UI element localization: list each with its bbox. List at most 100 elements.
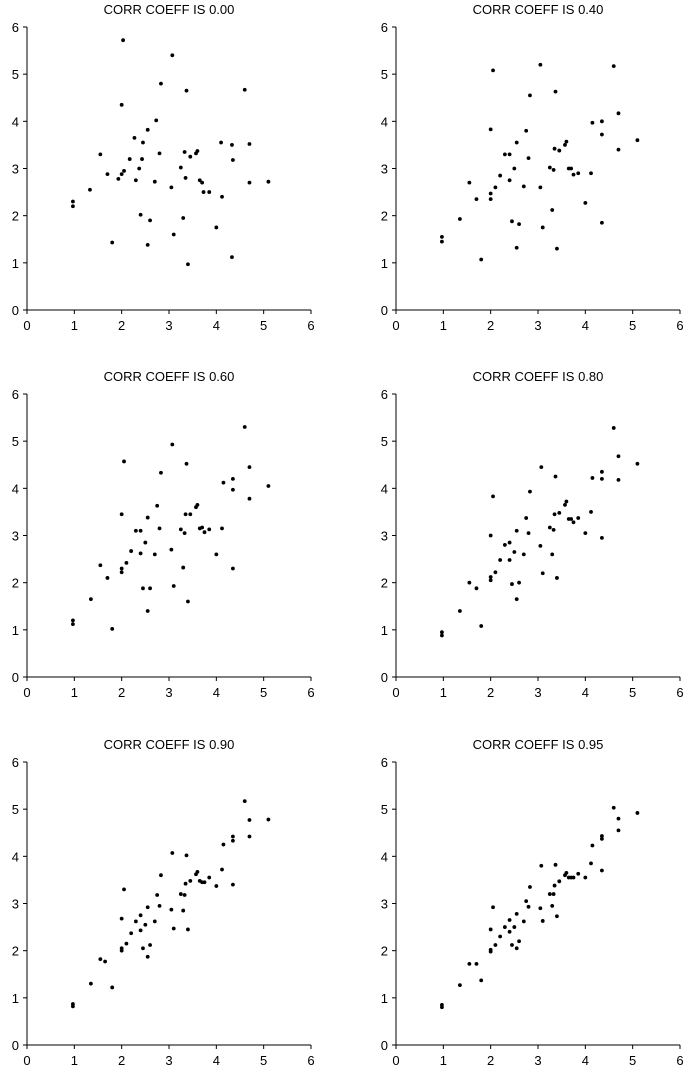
scatter-point bbox=[231, 487, 235, 492]
scatter-point bbox=[129, 931, 134, 936]
scatter-point bbox=[138, 528, 143, 533]
scatter-point bbox=[557, 148, 562, 153]
scatter-point bbox=[510, 943, 514, 947]
scatter-point bbox=[183, 176, 188, 180]
scatter-point bbox=[479, 257, 484, 262]
scatter-point bbox=[539, 465, 544, 470]
scatter-point bbox=[502, 543, 507, 547]
y-tick-label: 3 bbox=[381, 162, 388, 177]
scatter-point bbox=[600, 132, 604, 137]
scatter-point bbox=[576, 516, 581, 520]
scatter-point bbox=[178, 165, 183, 170]
scatter-point bbox=[119, 512, 124, 517]
scatter-point bbox=[553, 89, 558, 94]
scatter-point bbox=[197, 178, 202, 183]
scatter-point bbox=[512, 925, 517, 929]
scatter-point bbox=[242, 425, 247, 429]
x-tick-label: 4 bbox=[213, 318, 220, 333]
scatter-point bbox=[171, 584, 176, 588]
scatter-point bbox=[169, 907, 174, 912]
scatter-point bbox=[148, 218, 152, 223]
y-tick-label: 5 bbox=[381, 434, 388, 449]
scatter-point bbox=[214, 225, 219, 230]
scatter-point bbox=[488, 947, 493, 952]
scatter-point bbox=[590, 120, 595, 125]
scatter-point bbox=[507, 929, 512, 934]
x-tick-label: 5 bbox=[260, 1053, 267, 1067]
y-tick-label: 2 bbox=[12, 576, 19, 591]
x-tick-label: 1 bbox=[440, 685, 447, 700]
x-tick-label: 3 bbox=[165, 1053, 172, 1067]
scatter-point bbox=[169, 185, 174, 190]
x-tick-label: 3 bbox=[534, 318, 541, 333]
scatter-point bbox=[122, 887, 126, 892]
scatter-point bbox=[230, 143, 234, 147]
y-tick-label: 3 bbox=[12, 897, 19, 912]
scatter-point bbox=[600, 119, 604, 124]
scatter-point bbox=[553, 862, 558, 867]
scatter-point bbox=[88, 187, 92, 192]
scatter-point bbox=[182, 893, 187, 897]
scatter-point bbox=[493, 943, 498, 947]
scatter-point bbox=[611, 64, 616, 69]
x-tick-label: 2 bbox=[118, 318, 125, 333]
x-tick-label: 1 bbox=[71, 685, 78, 700]
scatter-point bbox=[103, 959, 107, 964]
y-tick-label: 6 bbox=[12, 387, 19, 402]
scatter-point bbox=[589, 171, 593, 176]
scatter-point bbox=[195, 869, 200, 874]
scatter-point bbox=[467, 180, 472, 185]
x-tick-label: 4 bbox=[213, 685, 220, 700]
scatter-point bbox=[186, 262, 190, 267]
scatter-point bbox=[569, 166, 574, 171]
scatter-point bbox=[183, 881, 188, 886]
y-tick-label: 2 bbox=[381, 576, 388, 591]
scatter-point bbox=[143, 922, 148, 927]
scatter-point bbox=[231, 834, 235, 839]
scatter-point bbox=[98, 563, 103, 568]
scatter-point bbox=[479, 978, 484, 983]
scatter-point bbox=[551, 892, 556, 896]
scatter-point bbox=[564, 139, 569, 144]
x-tick-label: 0 bbox=[23, 685, 30, 700]
y-tick-label: 1 bbox=[12, 256, 19, 271]
x-tick-label: 3 bbox=[534, 1053, 541, 1067]
x-tick-label: 2 bbox=[118, 1053, 125, 1067]
scatter-point bbox=[247, 834, 252, 839]
scatter-point bbox=[181, 908, 186, 913]
y-tick-label: 2 bbox=[12, 944, 19, 959]
scatter-point bbox=[498, 558, 503, 562]
scatter-point bbox=[200, 180, 205, 185]
y-tick-label: 0 bbox=[381, 303, 388, 318]
scatter-point bbox=[133, 919, 138, 924]
scatter-point bbox=[242, 87, 247, 92]
scatter-point bbox=[550, 552, 555, 557]
scatter-point bbox=[616, 454, 621, 459]
scatter-point bbox=[152, 552, 157, 557]
scatter-point bbox=[589, 861, 593, 866]
scatter-point bbox=[440, 630, 444, 635]
scatter-point bbox=[71, 618, 75, 623]
scatter-point bbox=[488, 927, 493, 932]
scatter-point bbox=[551, 527, 556, 532]
scatter-point bbox=[467, 580, 472, 585]
scatter-point bbox=[207, 527, 212, 532]
scatter-point bbox=[140, 157, 144, 161]
x-tick-label: 0 bbox=[392, 685, 399, 700]
scatter-point bbox=[195, 149, 200, 153]
scatter-point bbox=[507, 152, 512, 157]
scatter-point bbox=[528, 885, 532, 889]
scatter-point bbox=[563, 502, 567, 507]
scatter-point bbox=[557, 510, 562, 515]
scatter-point bbox=[600, 469, 604, 474]
y-tick-label: 2 bbox=[381, 209, 388, 224]
y-tick-label: 3 bbox=[12, 162, 19, 177]
y-tick-label: 5 bbox=[12, 802, 19, 817]
scatter-point bbox=[171, 926, 176, 931]
scatter-point bbox=[547, 165, 552, 170]
scatter-point bbox=[247, 180, 252, 185]
scatter-point bbox=[138, 551, 143, 556]
scatter-point bbox=[514, 946, 519, 951]
x-tick-label: 4 bbox=[582, 685, 589, 700]
scatter-point bbox=[145, 127, 150, 132]
